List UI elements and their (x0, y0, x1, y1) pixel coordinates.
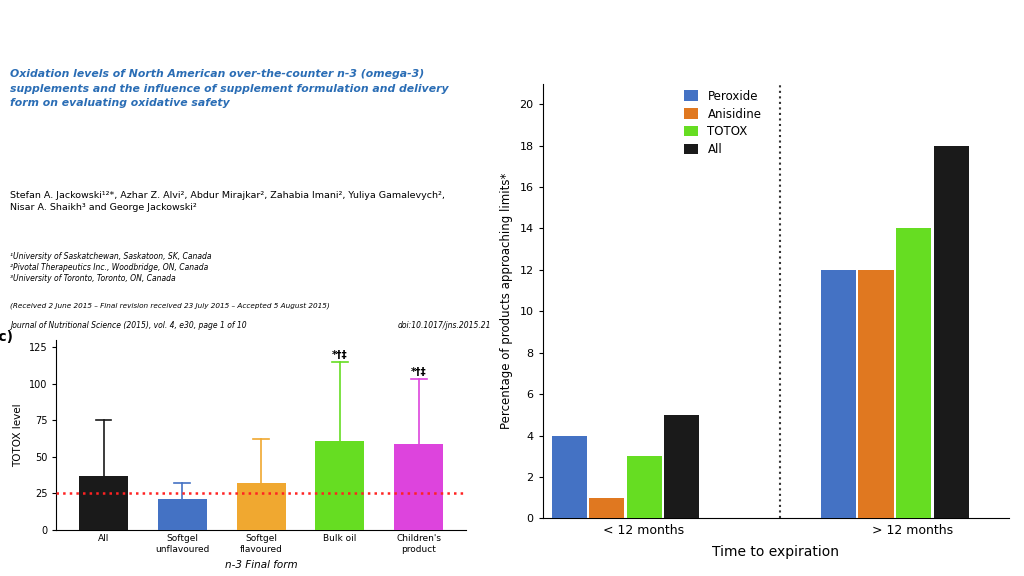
X-axis label: Time to expiration: Time to expiration (712, 545, 840, 559)
Bar (394, 444, 443, 530)
Bar (79, 476, 128, 530)
Bar (315, 441, 365, 530)
X-axis label: n-3 Final form: n-3 Final form (225, 560, 297, 570)
Bar (896, 229, 932, 518)
Bar (158, 499, 207, 530)
Y-axis label: Percentage of products approaching limits*: Percentage of products approaching limit… (500, 173, 513, 429)
Text: Stefan A. Jackowski¹²*, Azhar Z. Alvi², Abdur Mirajkar², Zahabia Imani², Yuliya : Stefan A. Jackowski¹²*, Azhar Z. Alvi², … (10, 191, 445, 211)
Bar (552, 435, 587, 518)
Text: *†‡: *†‡ (411, 367, 426, 377)
Bar (934, 146, 969, 518)
Text: doi:10.1017/jns.2015.21: doi:10.1017/jns.2015.21 (398, 321, 492, 330)
Bar (237, 483, 286, 530)
Y-axis label: TOTOX level: TOTOX level (13, 403, 24, 467)
Bar (589, 498, 625, 518)
Text: Oxidation levels of North American over-the-counter n-3 (omega-3)
supplements an: Oxidation levels of North American over-… (10, 69, 449, 108)
Text: Journal of Nutritional Science (2015), vol. 4, e30, page 1 of 10: Journal of Nutritional Science (2015), v… (10, 321, 247, 330)
Text: (Received 2 June 2015 – Final revision received 23 July 2015 – Accepted 5 August: (Received 2 June 2015 – Final revision r… (10, 302, 330, 309)
Bar (821, 270, 856, 518)
Text: Péroxydation des oméga 3: Péroxydation des oméga 3 (18, 16, 436, 45)
Text: (c): (c) (0, 330, 14, 344)
Text: *†‡: *†‡ (332, 350, 348, 359)
Text: ¹University of Saskatchewan, Saskatoon, SK, Canada
²Pivotal Therapeutics Inc., W: ¹University of Saskatchewan, Saskatoon, … (10, 252, 212, 283)
Legend: Peroxide, Anisidine, TOTOX, All: Peroxide, Anisidine, TOTOX, All (679, 85, 766, 161)
Bar (858, 270, 894, 518)
Bar (665, 415, 699, 518)
Bar (627, 456, 662, 518)
